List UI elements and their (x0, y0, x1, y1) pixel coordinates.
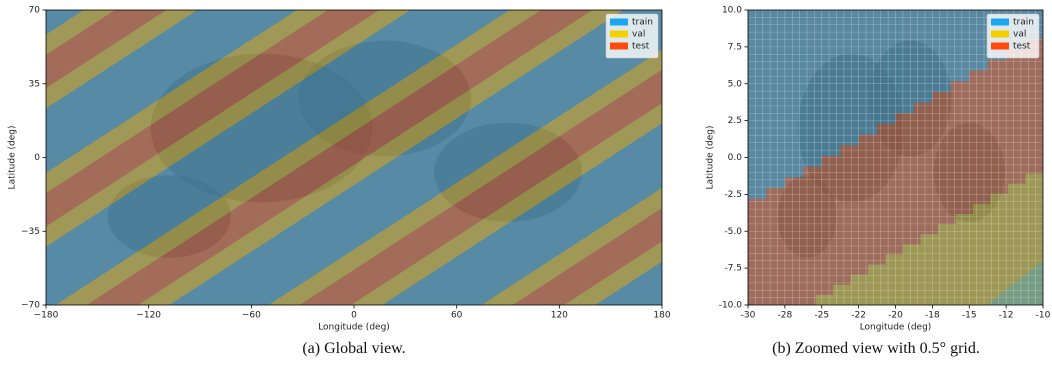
x-axis-label: Longitude (deg) (318, 323, 390, 333)
x-tick-label: -18 (925, 311, 940, 321)
x-tick-label: 60 (451, 311, 463, 321)
x-tick-label: -10 (1036, 311, 1051, 321)
x-tick-label: -15 (962, 311, 977, 321)
x-tick-label: 0 (351, 311, 357, 321)
y-tick-label: -10.0 (719, 301, 743, 311)
legend-label: test (632, 42, 650, 52)
legend-label: val (632, 30, 645, 40)
x-axis-label: Longitude (deg) (860, 323, 932, 333)
y-tick-label: 70 (29, 6, 41, 16)
legend-swatch (991, 43, 1009, 50)
legend-label: test (1013, 42, 1031, 52)
y-tick-label: −35 (21, 227, 40, 237)
x-tick-label: -12 (999, 311, 1014, 321)
caption: (a) Global view. (46, 340, 662, 358)
figure: −180 −120 −60 0 60 120 180 −70 −35 0 35 70 Longitude… (0, 0, 1052, 379)
x-tick-label: -30 (741, 311, 756, 321)
legend-swatch (991, 31, 1009, 38)
x-tick-label: -20 (888, 311, 903, 321)
y-axis-label: Latitude (deg) (706, 126, 716, 190)
y-tick-label: 35 (29, 79, 40, 89)
legend-swatch (610, 31, 628, 38)
x-tick-label: −180 (34, 311, 59, 321)
legend-label: train (632, 18, 653, 28)
x-tick-label: −60 (242, 311, 261, 321)
x-tick-label: -28 (778, 311, 793, 321)
x-tick-label: -22 (851, 311, 866, 321)
y-tick-label: 7.5 (728, 42, 742, 52)
y-tick-label: -5.0 (724, 227, 742, 237)
legend-swatch (991, 19, 1009, 26)
x-tick-label: 180 (653, 311, 670, 321)
legend-label: val (1013, 30, 1026, 40)
caption: (b) Zoomed view with 0.5° grid. (700, 340, 1052, 358)
y-tick-label: 10.0 (722, 6, 742, 16)
y-tick-label: 0 (34, 153, 40, 163)
y-axis-label: Latitude (deg) (8, 126, 18, 190)
legend-swatch (610, 43, 628, 50)
x-tick-label: -25 (814, 311, 829, 321)
legend-label: train (1013, 18, 1034, 28)
split-stripes (46, 10, 662, 305)
y-tick-label: -7.5 (724, 264, 742, 274)
x-tick-label: 120 (551, 311, 568, 321)
legend-swatch (610, 19, 628, 26)
map-image (46, 10, 662, 305)
y-tick-label: -2.5 (724, 190, 742, 200)
y-tick-label: 5.0 (728, 79, 743, 89)
y-tick-label: 0.0 (728, 153, 743, 163)
x-tick-label: −120 (136, 311, 161, 321)
y-tick-label: 2.5 (728, 116, 742, 126)
y-tick-label: −70 (21, 301, 40, 311)
page: {"chart_data": [ {"type": "map", "captio… (0, 0, 1052, 379)
